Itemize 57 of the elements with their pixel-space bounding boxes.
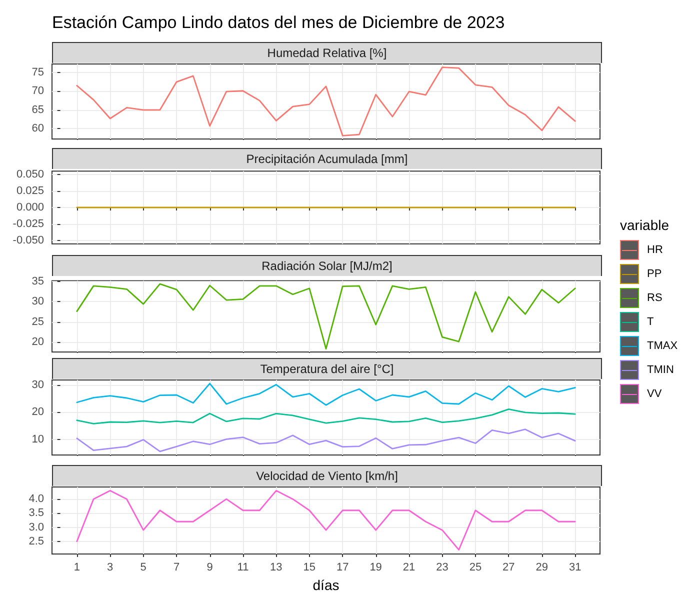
- y-tick-label: 10: [32, 433, 44, 446]
- y-tick-label: 4.0: [28, 493, 44, 506]
- text: T: [647, 316, 654, 328]
- text: TMIN: [647, 364, 674, 376]
- y-tick-label: 0.025: [16, 184, 44, 197]
- y-tick-label: 30: [32, 296, 44, 308]
- y-tick-label: 20: [32, 406, 44, 418]
- y-tick-label: 0.000: [16, 202, 44, 214]
- x-tick-label: 27: [502, 562, 515, 574]
- x-tick-label: 25: [469, 562, 482, 574]
- line-series: [76, 382, 576, 406]
- chart-subtitle: Velocidad de Viento [km/h]: [52, 465, 602, 486]
- x-tick-label: 17: [336, 562, 349, 574]
- x-tick-label: 21: [402, 562, 416, 574]
- y-tick-label: 70: [32, 85, 44, 98]
- text: PP: [647, 268, 662, 280]
- line-series: [76, 490, 576, 550]
- y-tick-label: 3.0: [28, 521, 44, 534]
- y-tick-label: 35: [32, 276, 44, 288]
- line-series: [76, 66, 576, 136]
- x-tick-label: 11: [237, 562, 249, 574]
- y-tick-label: 20: [32, 336, 44, 348]
- y-tick-label: 75: [32, 66, 44, 79]
- chart-subtitle: Humedad Relativa [%]: [52, 42, 602, 63]
- x-tick-label: 29: [536, 562, 548, 574]
- x-tick-label: 31: [568, 562, 582, 574]
- x-tick-label: 15: [303, 562, 316, 574]
- text: TMAX: [647, 340, 678, 352]
- y-tick-label: 65: [32, 104, 44, 116]
- y-tick-label: 2.5: [28, 535, 44, 548]
- x-tick-label: 1: [74, 562, 80, 574]
- line-series: [76, 283, 576, 350]
- chart-title: Estación Campo Lindo datos del mes de Diciembre de 2023: [51, 12, 506, 34]
- x-tick-label: 9: [206, 562, 213, 574]
- line-series: [76, 428, 576, 452]
- y-tick-label: -0.050: [12, 234, 44, 247]
- chart-subtitle: Precipitación Acumulada [mm]: [52, 148, 602, 169]
- x-tick-label: 5: [140, 562, 146, 574]
- chart-subtitle: Radiación Solar [MJ/m2]: [52, 255, 602, 276]
- text: HR: [647, 244, 663, 256]
- x-axis-title: días: [312, 577, 340, 593]
- y-tick-label: 60: [32, 122, 44, 135]
- legend-title: variable: [620, 217, 670, 233]
- x-tick-label: 13: [270, 562, 282, 574]
- y-tick-label: 25: [32, 316, 44, 328]
- chart-subtitle: Temperatura del aire [°C]: [52, 358, 602, 379]
- x-tick-label: 7: [173, 562, 180, 574]
- x-tick-label: 19: [370, 562, 382, 574]
- y-tick-label: 0.050: [16, 168, 44, 180]
- legend-label: RS: [647, 292, 662, 304]
- x-tick-label: 23: [436, 562, 448, 574]
- x-tick-label: 3: [107, 562, 114, 574]
- y-tick-label: 30: [32, 378, 44, 391]
- text: VV: [647, 388, 662, 400]
- y-tick-label: -0.025: [12, 218, 44, 230]
- y-tick-label: 3.5: [28, 507, 44, 520]
- line-series: [76, 408, 576, 424]
